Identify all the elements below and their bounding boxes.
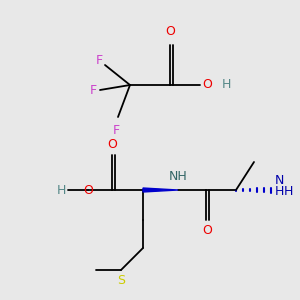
Text: H: H bbox=[284, 185, 293, 198]
Text: H: H bbox=[275, 185, 284, 198]
Text: NH: NH bbox=[169, 170, 188, 183]
Text: O: O bbox=[165, 25, 175, 38]
Text: F: F bbox=[112, 124, 120, 137]
Text: F: F bbox=[90, 83, 97, 97]
Polygon shape bbox=[143, 188, 178, 192]
Text: O: O bbox=[107, 138, 117, 151]
Text: F: F bbox=[96, 53, 103, 67]
Text: H: H bbox=[222, 79, 231, 92]
Text: H: H bbox=[57, 184, 66, 196]
Text: O: O bbox=[202, 224, 212, 237]
Text: O: O bbox=[202, 79, 212, 92]
Text: S: S bbox=[117, 274, 125, 287]
Text: N: N bbox=[275, 174, 284, 187]
Text: O: O bbox=[83, 184, 93, 196]
